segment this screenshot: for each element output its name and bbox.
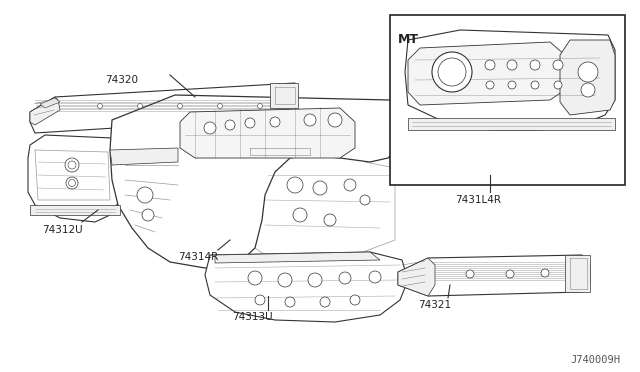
Text: 74321: 74321 (418, 300, 451, 310)
Polygon shape (30, 83, 298, 133)
Polygon shape (110, 95, 400, 268)
Circle shape (350, 295, 360, 305)
Circle shape (485, 60, 495, 70)
Circle shape (486, 81, 494, 89)
Circle shape (68, 161, 76, 169)
Circle shape (432, 52, 472, 92)
Circle shape (438, 58, 466, 86)
Polygon shape (398, 255, 590, 296)
Circle shape (65, 158, 79, 172)
Circle shape (66, 177, 78, 189)
Circle shape (142, 209, 154, 221)
Circle shape (293, 208, 307, 222)
Polygon shape (405, 30, 615, 130)
Text: 74320: 74320 (105, 75, 138, 85)
Text: 74314R: 74314R (178, 252, 218, 262)
Text: MT: MT (398, 33, 419, 46)
Circle shape (554, 81, 562, 89)
Polygon shape (408, 42, 565, 105)
Circle shape (137, 187, 153, 203)
Circle shape (530, 60, 540, 70)
Circle shape (507, 60, 517, 70)
Circle shape (225, 120, 235, 130)
Circle shape (339, 272, 351, 284)
Circle shape (320, 297, 330, 307)
Circle shape (531, 81, 539, 89)
Circle shape (360, 195, 370, 205)
Circle shape (369, 271, 381, 283)
Text: 7431L4R: 7431L4R (455, 195, 501, 205)
Circle shape (344, 179, 356, 191)
Circle shape (308, 273, 322, 287)
Circle shape (324, 214, 336, 226)
Text: 74313U: 74313U (232, 312, 273, 322)
Polygon shape (398, 258, 435, 296)
Circle shape (581, 83, 595, 97)
Circle shape (466, 270, 474, 278)
Circle shape (328, 113, 342, 127)
Text: 74312U: 74312U (42, 225, 83, 235)
Bar (390, 15, 625, 185)
Circle shape (506, 270, 514, 278)
Polygon shape (110, 148, 178, 165)
Circle shape (285, 297, 295, 307)
Polygon shape (40, 98, 60, 108)
Circle shape (313, 181, 327, 195)
Circle shape (553, 60, 563, 70)
Circle shape (255, 295, 265, 305)
Circle shape (278, 273, 292, 287)
Polygon shape (560, 40, 615, 115)
Text: J740009H: J740009H (570, 355, 620, 365)
Circle shape (218, 103, 223, 109)
Circle shape (97, 103, 102, 109)
Polygon shape (28, 135, 120, 222)
Circle shape (287, 177, 303, 193)
Circle shape (578, 62, 598, 82)
Polygon shape (215, 252, 380, 263)
Polygon shape (205, 252, 408, 322)
Circle shape (248, 271, 262, 285)
Circle shape (68, 180, 76, 186)
Polygon shape (408, 118, 615, 130)
Circle shape (541, 269, 549, 277)
Circle shape (245, 118, 255, 128)
Polygon shape (180, 108, 355, 158)
Circle shape (304, 114, 316, 126)
Circle shape (508, 81, 516, 89)
Polygon shape (30, 205, 120, 215)
Circle shape (177, 103, 182, 109)
Circle shape (257, 103, 262, 109)
Polygon shape (565, 255, 590, 292)
Polygon shape (270, 83, 298, 108)
Circle shape (204, 122, 216, 134)
Circle shape (270, 117, 280, 127)
Polygon shape (30, 97, 60, 125)
Circle shape (138, 103, 143, 109)
